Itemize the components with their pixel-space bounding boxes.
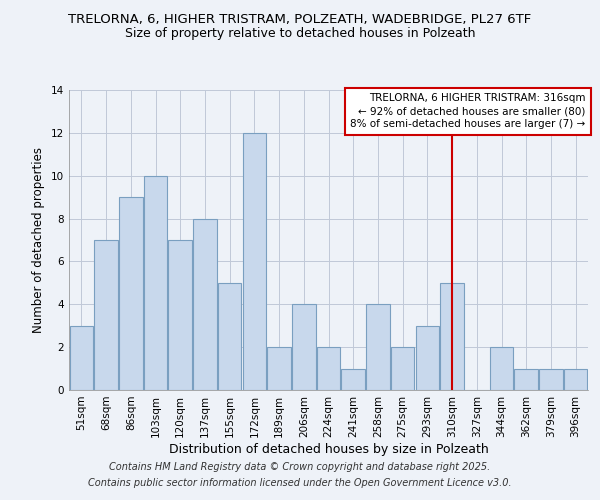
- Bar: [490, 347, 513, 390]
- Bar: [564, 368, 587, 390]
- Bar: [70, 326, 93, 390]
- Bar: [169, 240, 192, 390]
- Bar: [341, 368, 365, 390]
- Bar: [514, 368, 538, 390]
- Bar: [119, 197, 143, 390]
- Text: Contains HM Land Registry data © Crown copyright and database right 2025.: Contains HM Land Registry data © Crown c…: [109, 462, 491, 472]
- X-axis label: Distribution of detached houses by size in Polzeath: Distribution of detached houses by size …: [169, 442, 488, 456]
- Bar: [539, 368, 563, 390]
- Text: Size of property relative to detached houses in Polzeath: Size of property relative to detached ho…: [125, 28, 475, 40]
- Bar: [416, 326, 439, 390]
- Bar: [366, 304, 389, 390]
- Bar: [268, 347, 291, 390]
- Bar: [317, 347, 340, 390]
- Y-axis label: Number of detached properties: Number of detached properties: [32, 147, 46, 333]
- Text: TRELORNA, 6, HIGHER TRISTRAM, POLZEATH, WADEBRIDGE, PL27 6TF: TRELORNA, 6, HIGHER TRISTRAM, POLZEATH, …: [68, 12, 532, 26]
- Text: Contains public sector information licensed under the Open Government Licence v3: Contains public sector information licen…: [88, 478, 512, 488]
- Bar: [144, 176, 167, 390]
- Text: TRELORNA, 6 HIGHER TRISTRAM: 316sqm
← 92% of detached houses are smaller (80)
8%: TRELORNA, 6 HIGHER TRISTRAM: 316sqm ← 92…: [350, 93, 586, 130]
- Bar: [391, 347, 415, 390]
- Bar: [218, 283, 241, 390]
- Bar: [440, 283, 464, 390]
- Bar: [94, 240, 118, 390]
- Bar: [242, 133, 266, 390]
- Bar: [292, 304, 316, 390]
- Bar: [193, 218, 217, 390]
